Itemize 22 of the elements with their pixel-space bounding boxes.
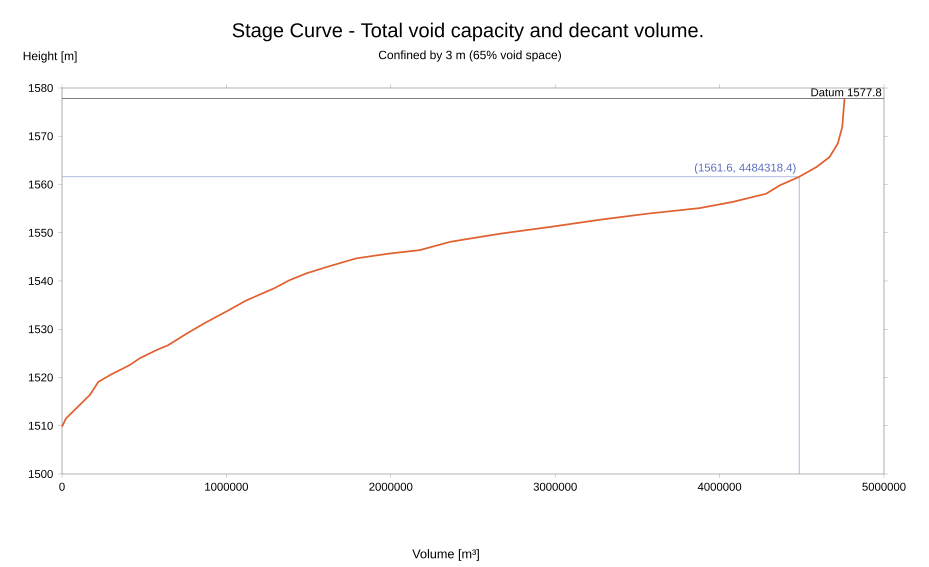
- y-tick-label: 1540: [28, 276, 53, 285]
- x-tick-label: 2000000: [369, 482, 412, 491]
- chart-title: Stage Curve - Total void capacity and decant volume.: [232, 22, 702, 42]
- y-tick-label: 1520: [28, 373, 53, 382]
- x-tick-label: 3000000: [534, 482, 577, 491]
- y-axis-title: Height [m]: [24, 51, 77, 63]
- annotation: (1561.6, 4484318.4): [694, 163, 796, 174]
- y-tick-label: 1580: [28, 84, 53, 92]
- x-tick-label: 1000000: [205, 482, 248, 491]
- ref-line-label: Datum 1577.8: [811, 88, 882, 96]
- x-tick-label: 5000000: [862, 482, 906, 491]
- x-tick-label: 0: [59, 482, 65, 491]
- y-tick-label: 1510: [28, 422, 53, 430]
- y-tick-label: 1530: [28, 325, 53, 334]
- x-axis-title: Volume [m³]: [412, 549, 479, 561]
- x-tick-label: 4000000: [698, 482, 742, 491]
- chart-subtitle: Confined by 3 m (65% void space): [378, 50, 561, 62]
- line-series: [61, 98, 846, 428]
- y-tick-label: 1550: [28, 228, 53, 237]
- y-tick-label: 1570: [28, 132, 53, 140]
- y-tick-label: 1500: [28, 470, 53, 478]
- y-tick-label: 1560: [28, 180, 53, 189]
